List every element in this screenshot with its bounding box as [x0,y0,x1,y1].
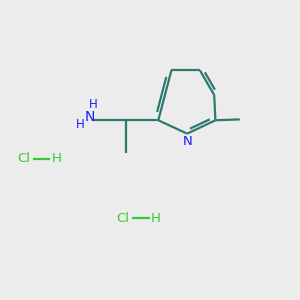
Text: N: N [85,110,95,124]
Text: H: H [151,212,161,225]
Text: N: N [182,136,192,148]
Text: Cl: Cl [117,212,130,225]
Text: H: H [51,152,61,165]
Text: Cl: Cl [17,152,30,165]
Text: H: H [88,98,97,111]
Text: H: H [76,118,85,131]
